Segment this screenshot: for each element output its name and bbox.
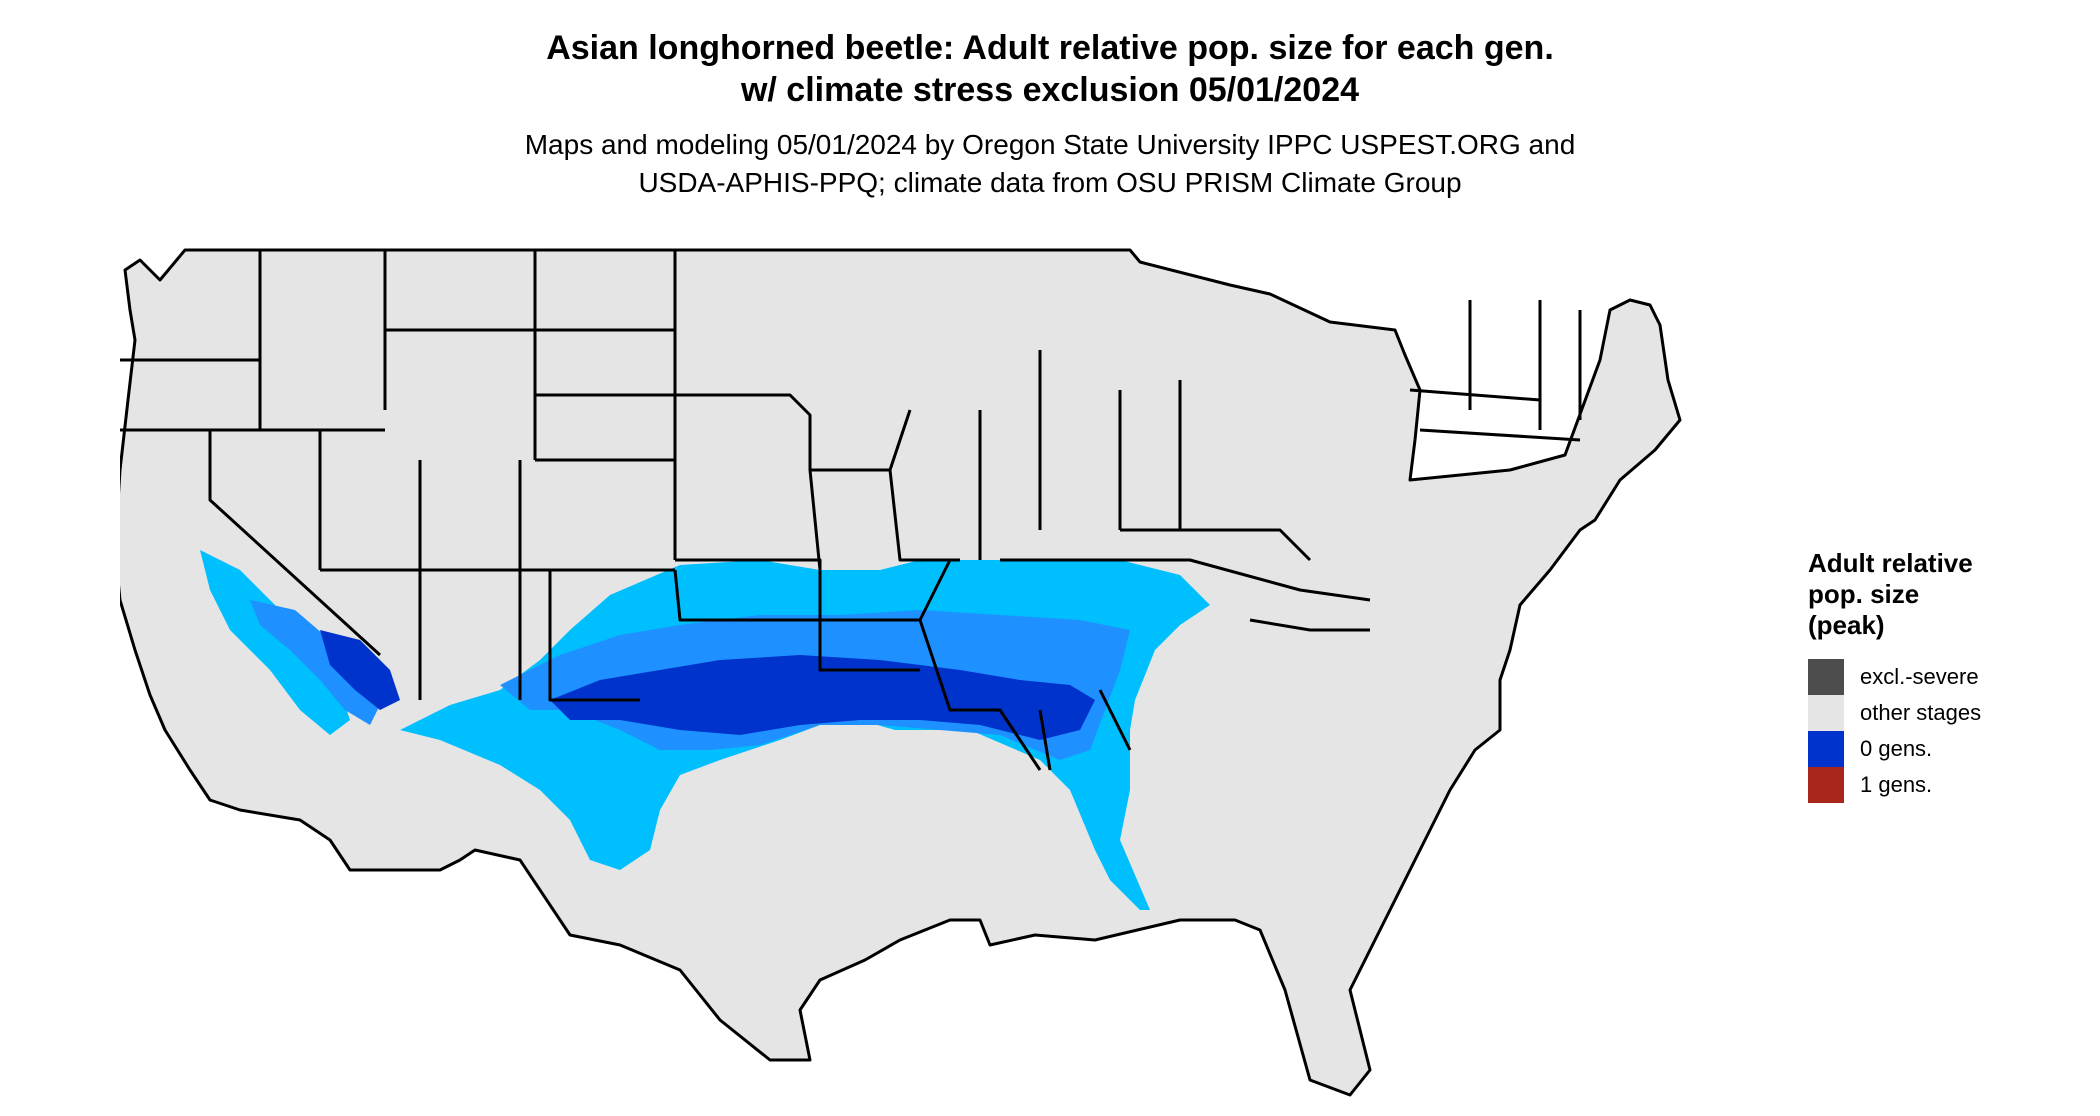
legend-item-other-stages: other stages [1808,695,2088,731]
legend-item-excl-severe: excl.-severe [1808,659,2088,695]
map-subtitle-line2: USDA-APHIS-PPQ; climate data from OSU PR… [638,167,1462,198]
border-west-mid [120,328,675,462]
pop-light-southwest [200,550,350,735]
legend-swatch [1808,659,1844,695]
legend-title: Adult relative pop. size (peak) [1808,548,2088,641]
pop-dark-southwest [320,630,400,710]
legend-item-1-gens: 1 gens. [1808,767,2088,803]
legend-swatch [1808,767,1844,803]
us-population-map [120,248,1682,1097]
legend-item-0-gens: 0 gens. [1808,731,2088,767]
legend-label: excl.-severe [1860,664,1979,689]
border-plains [675,393,960,620]
border-northeast [1409,300,1582,442]
legend-label: other stages [1860,700,1982,725]
map-legend: Adult relative pop. size (peak) excl.-se… [1808,548,2088,803]
legend-label: 1 gens. [1860,772,1933,797]
legend-swatch [1808,731,1844,767]
population-shading [200,550,1210,910]
state-borders [120,250,1582,771]
legend-title-line2: pop. size [1808,579,1920,609]
map-title-line1: Asian longhorned beetle: Adult relative … [546,29,1554,67]
legend-swatch [1808,695,1844,731]
legend-title-line3: (peak) [1808,610,1885,640]
legend-title-line1: Adult relative [1808,548,1973,578]
border-south [548,559,1132,771]
border-four-corners [208,430,675,700]
pop-dark-south [550,655,1095,740]
map-subtitle-line1: Maps and modeling 05/01/2024 by Oregon S… [524,129,1576,160]
legend-items: excl.-severe other stages 0 gens. 1 gens… [1808,659,2088,803]
border-east [978,350,1371,632]
pop-mid-southwest [250,600,380,725]
legend-label: 0 gens. [1860,736,1933,761]
map-title-line2: w/ climate stress exclusion 05/01/2024 [740,71,1360,109]
